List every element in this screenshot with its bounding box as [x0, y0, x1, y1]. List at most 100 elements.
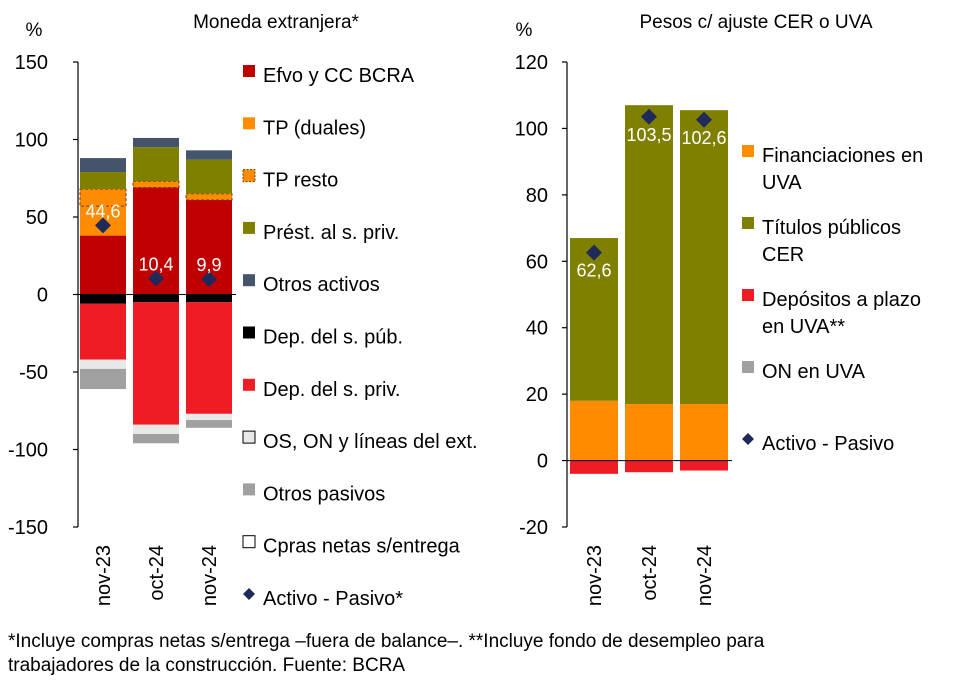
legend-swatch	[243, 378, 255, 391]
x-category-label: nov-24	[694, 545, 716, 606]
legend-swatch	[242, 430, 256, 444]
marker-data-label: 102,6	[681, 128, 726, 148]
legend-label: UVA	[762, 172, 802, 194]
bar-segment	[80, 368, 126, 390]
legend-swatch	[243, 117, 255, 130]
diamond-marker	[641, 108, 657, 125]
legend-label: Financiaciones en	[762, 145, 923, 167]
diamond-marker	[586, 244, 602, 261]
footnote-line-2: trabajadores de la construcción. Fuente:…	[8, 655, 406, 676]
legend-label: Otros pasivos	[263, 483, 385, 505]
bar-segment	[625, 105, 673, 405]
bar-segment	[625, 404, 673, 461]
legend-swatch-diamond	[742, 433, 754, 445]
bar-segment	[80, 235, 126, 295]
diamond-marker	[95, 217, 111, 234]
legend-label: TP (duales)	[263, 117, 366, 139]
chart-title: Pesos c/ ajuste CER o UVA	[639, 12, 872, 33]
legend-label: Prést. al s. priv.	[263, 222, 399, 244]
bar-segment	[133, 294, 179, 303]
y-tick-label: 60	[526, 251, 548, 273]
legend-label: Dep. del s. púb.	[263, 327, 403, 349]
y-tick-label: 0	[537, 451, 548, 473]
legend-label: Depósitos a plazo	[762, 289, 921, 311]
bar-segment	[80, 158, 126, 173]
bar-segment	[570, 460, 618, 474]
marker-data-label: 44,6	[85, 201, 120, 221]
legend-label: Activo - Pasivo*	[263, 588, 403, 610]
y-tick-label: 80	[526, 185, 548, 207]
bar-segment	[186, 413, 232, 421]
marker-data-label: 103,5	[626, 125, 671, 145]
legend-swatch	[242, 535, 256, 549]
x-category-label: oct-24	[146, 545, 168, 601]
legend-swatch	[243, 326, 255, 339]
legend-label: Activo - Pasivo	[762, 433, 894, 455]
x-category-label: nov-24	[199, 545, 221, 606]
bar-segment	[186, 302, 232, 414]
legend-swatch	[243, 483, 255, 496]
bar-segment	[570, 400, 618, 461]
bar-segment	[186, 420, 232, 428]
y-axis-unit-label: %	[26, 20, 43, 41]
bar-segment	[680, 110, 728, 405]
legend-swatch	[742, 289, 754, 301]
x-category-label: nov-23	[93, 545, 115, 606]
y-tick-label: 20	[526, 384, 548, 406]
bar-segment	[186, 294, 232, 303]
x-category-label: oct-24	[639, 545, 661, 601]
legend-swatch	[243, 221, 255, 234]
bar-segment	[680, 404, 728, 461]
y-tick-label: -20	[519, 517, 548, 539]
legend-label: ON en UVA	[762, 361, 866, 383]
x-category-label: nov-23	[584, 545, 606, 606]
legend-label: OS, ON y líneas del ext.	[263, 431, 478, 453]
legend-label: Efvo y CC BCRA	[263, 65, 415, 87]
bar-segment	[80, 359, 126, 369]
marker-data-label: 9,9	[196, 255, 221, 275]
y-tick-label: 120	[515, 52, 548, 74]
y-tick-label: -150	[8, 517, 48, 539]
bar-segment	[133, 302, 179, 425]
y-tick-label: 100	[15, 130, 48, 152]
legend-label: Otros activos	[263, 274, 380, 296]
bar-segment	[80, 294, 126, 304]
legend-swatch	[742, 217, 754, 229]
legend-label: TP resto	[263, 170, 338, 192]
y-tick-label: -50	[19, 362, 48, 384]
bar-segment	[80, 172, 126, 190]
bar-segment	[625, 460, 673, 473]
legend-swatch	[243, 274, 255, 287]
bar-segment	[680, 460, 728, 471]
chart-title: Moneda extranjera*	[193, 12, 359, 33]
footnote: *Incluye compras netas s/entrega –fuera …	[8, 630, 952, 678]
marker-data-label: 10,4	[138, 254, 173, 274]
legend-label: Títulos públicos	[762, 217, 901, 239]
legend-swatch	[242, 169, 256, 183]
y-tick-label: 50	[26, 207, 48, 229]
legend-label: Dep. del s. priv.	[263, 379, 400, 401]
legend-label: en UVA**	[762, 316, 845, 338]
diamond-marker	[148, 270, 164, 287]
bar-segment	[185, 193, 233, 201]
diamond-marker	[201, 271, 217, 288]
legend-swatch-diamond	[243, 588, 255, 600]
bar-segment	[186, 159, 232, 194]
diamond-marker	[696, 111, 712, 128]
marker-data-label: 62,6	[576, 261, 611, 281]
legend-swatch	[742, 145, 754, 157]
y-tick-label: 40	[526, 318, 548, 340]
y-axis-unit-label: %	[516, 20, 533, 41]
y-tick-label: 0	[37, 285, 48, 307]
y-tick-label: 100	[515, 118, 548, 140]
bar-segment	[132, 180, 180, 189]
legend-swatch	[243, 65, 255, 77]
legend-label: Cpras netas s/entrega	[263, 536, 461, 558]
bar-segment	[80, 303, 126, 360]
bar-segment	[570, 238, 618, 401]
bar-segment	[133, 424, 179, 434]
y-tick-label: -100	[8, 440, 48, 462]
y-tick-label: 150	[15, 52, 48, 74]
legend-swatch	[742, 361, 754, 373]
footnote-line-1: *Incluye compras netas s/entrega –fuera …	[8, 631, 765, 652]
